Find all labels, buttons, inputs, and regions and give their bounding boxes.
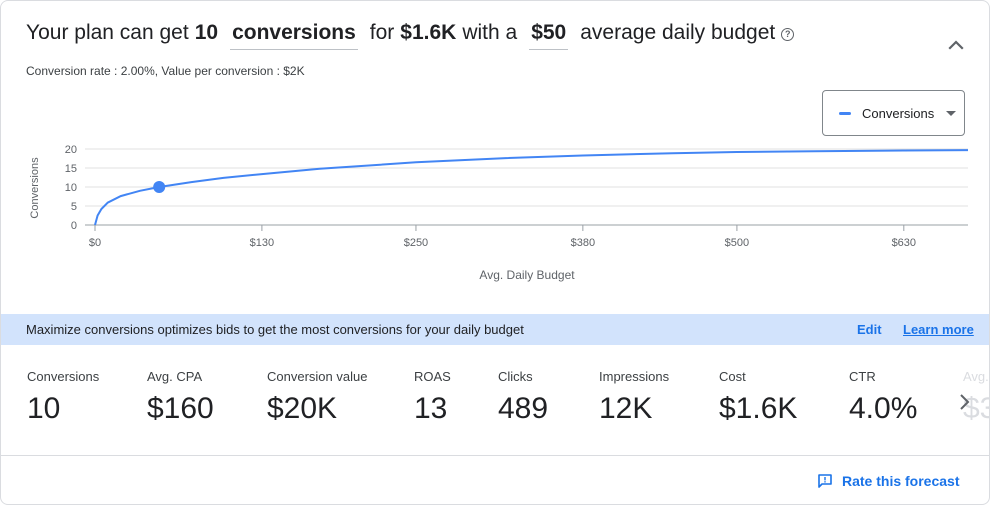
x-tick-label: $250 bbox=[404, 237, 428, 249]
metric-value: $3 bbox=[963, 392, 989, 425]
help-icon[interactable]: ? bbox=[781, 28, 795, 41]
y-tick-label: 20 bbox=[65, 144, 77, 156]
series-selector[interactable]: Conversions bbox=[822, 90, 965, 136]
bid-strategy-message: Maximize conversions optimizes bids to g… bbox=[26, 322, 524, 337]
metric-value: 489 bbox=[498, 392, 549, 425]
metric-value: 12K bbox=[599, 392, 653, 425]
metric-value: $1.6K bbox=[719, 392, 798, 425]
metric-label: Avg. CPA bbox=[147, 369, 203, 384]
headline-conversions-count: 10 bbox=[194, 21, 219, 44]
conversion-rate-summary: Conversion rate : 2.00%, Value per conve… bbox=[26, 64, 305, 78]
series-selector-label: Conversions bbox=[862, 105, 935, 121]
headline-cost: $1.6K bbox=[400, 21, 457, 44]
metric-label: ROAS bbox=[414, 369, 451, 384]
rate-forecast-button[interactable]: Rate this forecast bbox=[817, 473, 959, 489]
metric-cost: Cost $1.6K bbox=[719, 369, 797, 426]
rate-forecast-label: Rate this forecast bbox=[842, 473, 960, 489]
x-axis-label: Avg. Daily Budget bbox=[479, 268, 575, 282]
metric-ctr: CTR 4.0% bbox=[849, 369, 917, 426]
dropdown-arrow-icon bbox=[946, 110, 957, 116]
chart-grid bbox=[85, 148, 968, 226]
metric-label: Impressions bbox=[599, 369, 670, 384]
edit-link[interactable]: Edit bbox=[857, 322, 882, 337]
collapse-chevron-icon[interactable] bbox=[946, 35, 966, 55]
headline-text-1: Your plan can get bbox=[26, 21, 189, 44]
budget-dropdown[interactable]: $50 bbox=[529, 21, 569, 50]
y-tick-label: 5 bbox=[71, 201, 77, 213]
x-tick-label: $0 bbox=[89, 237, 101, 249]
metric-conversions: Conversions 10 bbox=[27, 369, 99, 426]
current-budget-point[interactable] bbox=[153, 181, 166, 193]
metric-clicks: Clicks 489 bbox=[498, 369, 548, 426]
x-tick-label: $380 bbox=[571, 237, 595, 249]
metric-avg-cut-off: Avg. $3 bbox=[963, 369, 989, 426]
x-tick-label: $630 bbox=[892, 237, 916, 249]
headline-text-4: average daily budget bbox=[580, 21, 776, 44]
metric-value: $20K bbox=[267, 392, 338, 425]
y-tick-label: 10 bbox=[65, 182, 77, 194]
metric-label: Cost bbox=[719, 369, 746, 384]
metric-conversion-value: Conversion value $20K bbox=[267, 369, 367, 426]
metric-label: Clicks bbox=[498, 369, 533, 384]
metric-roas: ROAS 13 bbox=[414, 369, 451, 426]
x-axis-ticks: $0 $130 $250 $380 $500 $630 bbox=[89, 225, 916, 249]
metric-avg-cpa: Avg. CPA $160 bbox=[147, 369, 214, 426]
metric-value: 13 bbox=[414, 392, 448, 425]
chevron-right-icon[interactable] bbox=[956, 393, 974, 411]
metric-impressions: Impressions 12K bbox=[599, 369, 669, 426]
metric-label: CTR bbox=[849, 369, 876, 384]
y-axis-label: Conversions bbox=[29, 157, 41, 219]
y-tick-label: 15 bbox=[65, 163, 77, 175]
y-axis-ticks: 0 5 10 15 20 bbox=[65, 144, 77, 232]
forecast-chart: 0 5 10 15 20 $0 $130 $250 $380 $500 $630 Conversi… bbox=[29, 144, 969, 282]
metric-label: Conversions bbox=[27, 369, 100, 384]
learn-more-link[interactable]: Learn more bbox=[903, 322, 974, 337]
footer-divider bbox=[1, 455, 989, 456]
metric-label: Conversion value bbox=[267, 369, 368, 384]
bid-strategy-banner: Maximize conversions optimizes bids to g… bbox=[1, 314, 989, 345]
forecast-headline: Your plan can get 10 conversions for $1.… bbox=[26, 21, 795, 50]
metric-value: 4.0% bbox=[849, 392, 918, 425]
series-line-icon bbox=[839, 111, 851, 115]
metric-dropdown[interactable]: conversions bbox=[230, 21, 358, 50]
metric-label: Avg. bbox=[963, 369, 989, 384]
headline-text-2: for bbox=[369, 21, 395, 44]
metric-value: $160 bbox=[147, 392, 214, 425]
x-tick-label: $130 bbox=[250, 237, 274, 249]
metric-value: 10 bbox=[27, 392, 61, 425]
y-tick-label: 0 bbox=[71, 220, 77, 232]
x-tick-label: $500 bbox=[725, 237, 749, 249]
conversions-series-line bbox=[94, 149, 969, 226]
headline-text-3: with a bbox=[462, 21, 518, 44]
feedback-icon bbox=[818, 474, 832, 488]
